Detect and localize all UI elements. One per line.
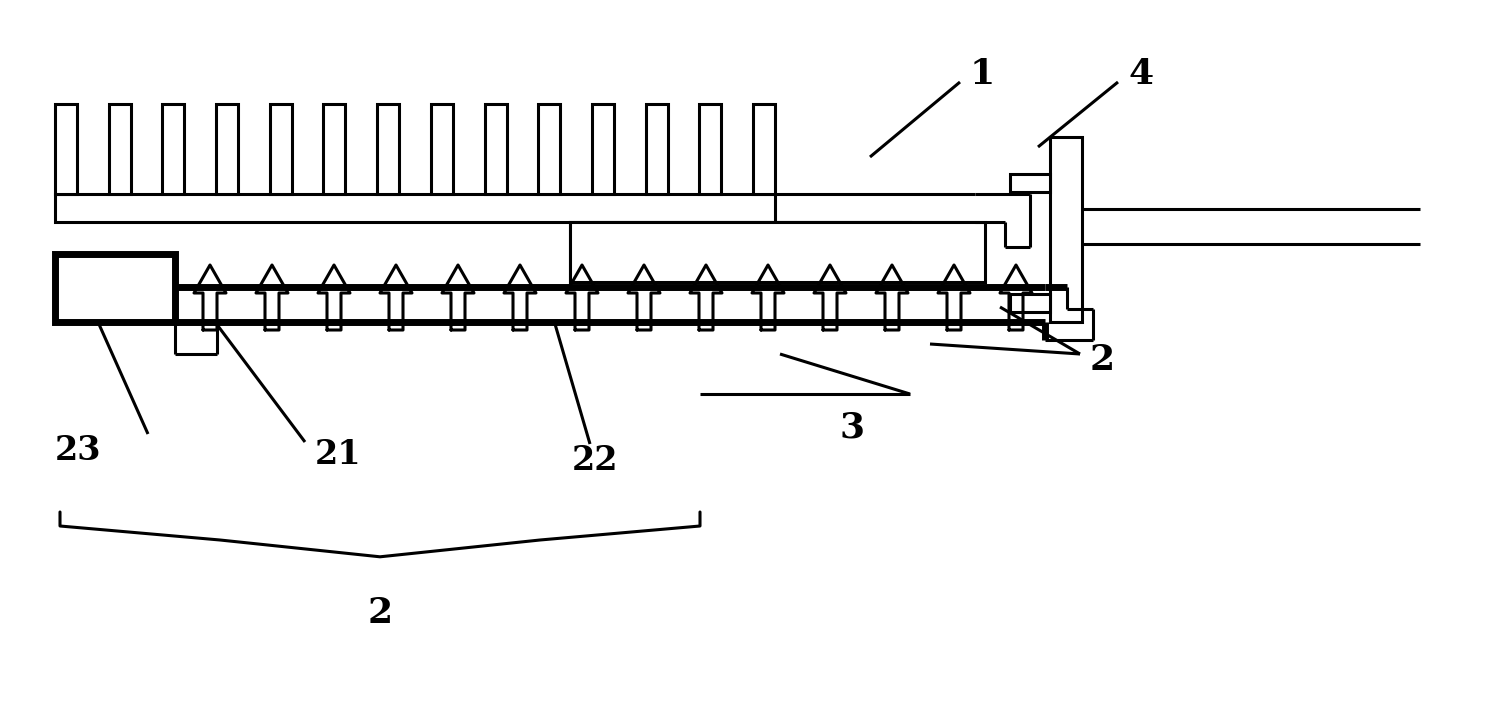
Text: 1: 1 <box>970 57 995 91</box>
Text: 23: 23 <box>55 434 101 466</box>
Bar <box>216 104 238 194</box>
Bar <box>323 104 345 194</box>
Bar <box>376 104 399 194</box>
Bar <box>753 104 775 194</box>
Text: 21: 21 <box>315 437 362 471</box>
Text: 4: 4 <box>1128 57 1153 91</box>
Bar <box>109 104 131 194</box>
Text: 2: 2 <box>1091 343 1115 377</box>
Text: 3: 3 <box>841 410 865 444</box>
Bar <box>1051 137 1082 322</box>
Bar <box>699 104 722 194</box>
Bar <box>570 222 985 282</box>
Bar <box>432 104 452 194</box>
Bar <box>1010 174 1051 192</box>
Bar <box>55 104 77 194</box>
Bar <box>55 254 176 322</box>
Bar <box>55 194 775 222</box>
Bar <box>539 104 559 194</box>
Text: 22: 22 <box>571 444 619 476</box>
Bar <box>269 104 292 194</box>
Bar <box>646 104 668 194</box>
Bar <box>592 104 615 194</box>
Bar <box>485 104 506 194</box>
Bar <box>162 104 185 194</box>
Bar <box>570 222 911 282</box>
Bar <box>1010 294 1051 312</box>
Text: 2: 2 <box>368 596 393 630</box>
